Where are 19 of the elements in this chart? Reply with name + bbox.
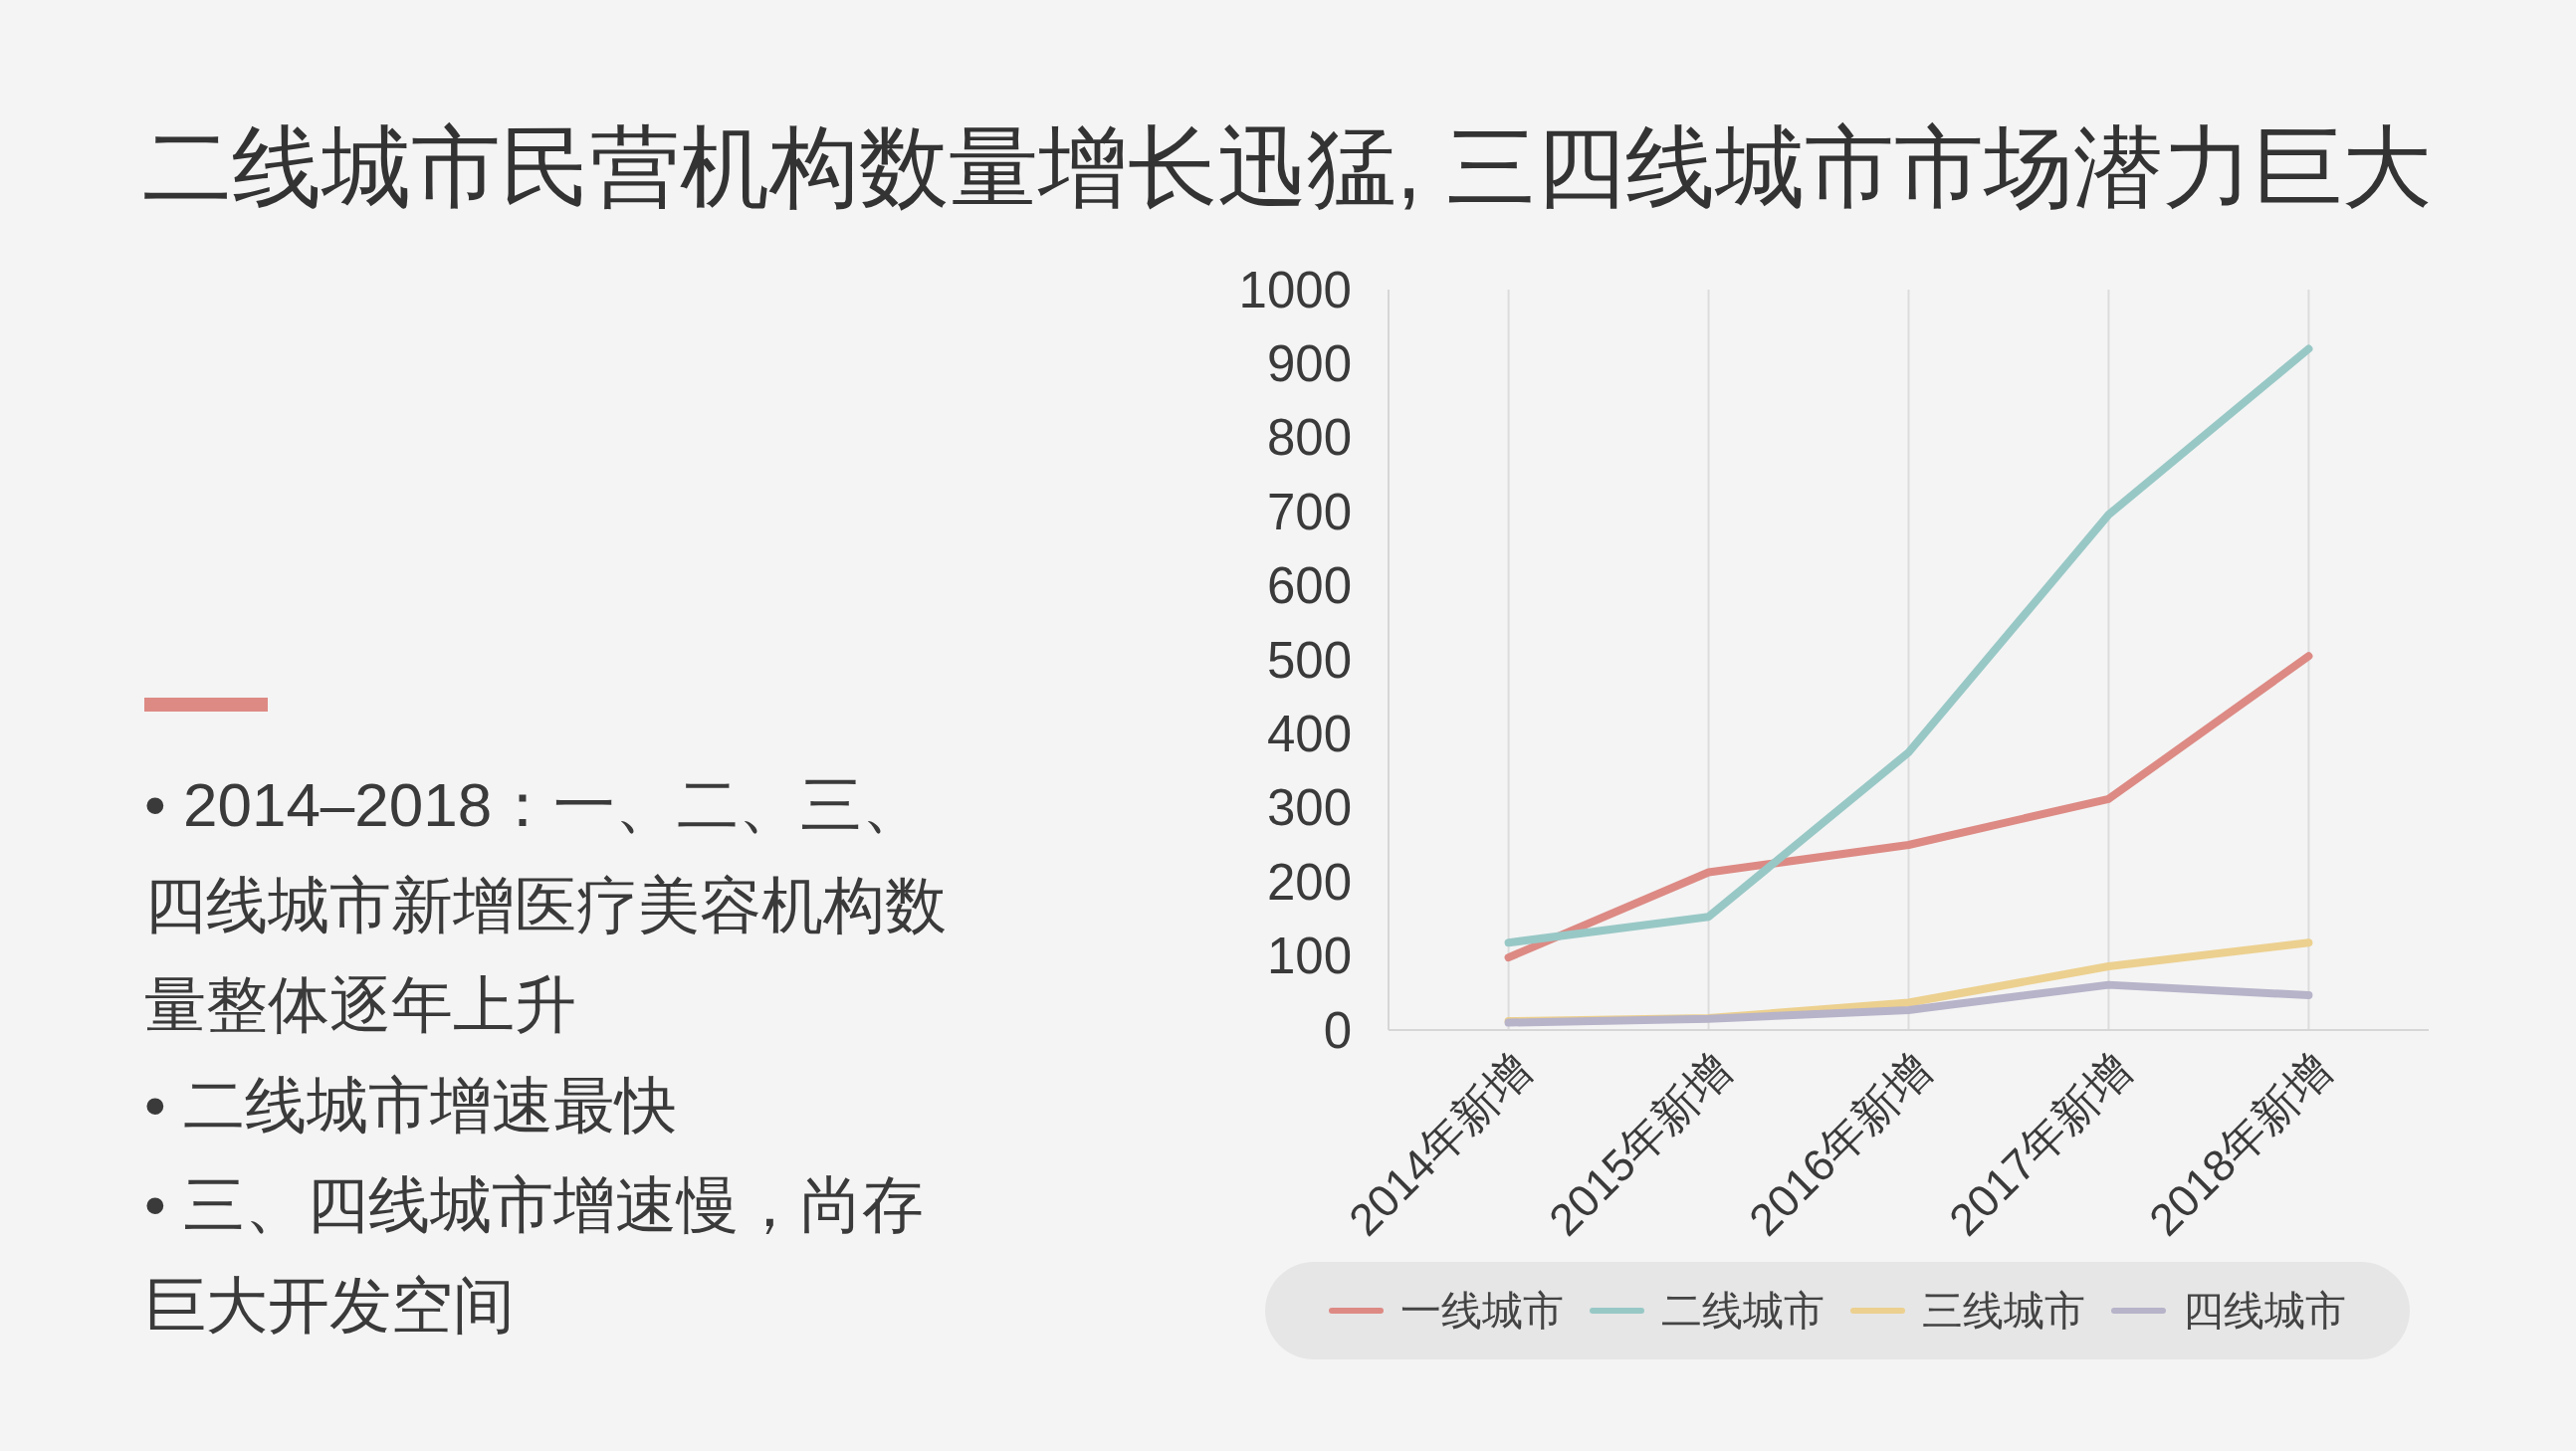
y-tick-label: 0: [1323, 1001, 1352, 1059]
y-tick-label: 400: [1266, 705, 1352, 762]
legend-label: 三线城市: [1922, 1288, 2085, 1334]
text: • 二线城市增速最快: [144, 1069, 678, 1141]
text: • 2014–2018：一、二、三、四线城市新增医疗美容机构数量整体逐年上升: [144, 769, 948, 1042]
chart-title: 二线城市民营机构数量增长迅猛, 三四线城市市场潜力巨大: [142, 117, 2433, 217]
y-tick-label: 1000: [1238, 261, 1352, 318]
y-tick-label: 500: [1266, 631, 1352, 689]
legend-label: 二线城市: [1661, 1288, 1825, 1334]
legend-label: 一线城市: [1400, 1288, 1564, 1334]
y-tick-label: 800: [1266, 409, 1352, 467]
y-tick-label: 900: [1266, 334, 1352, 392]
y-tick-label: 600: [1266, 557, 1352, 615]
text: • 三、四线城市增速慢，尚存巨大开发空间: [144, 1169, 925, 1342]
y-tick-label: 200: [1266, 853, 1352, 911]
legend-label: 四线城市: [2183, 1288, 2346, 1334]
y-tick-label: 700: [1266, 483, 1352, 540]
y-tick-label: 300: [1266, 779, 1352, 837]
y-tick-label: 100: [1266, 928, 1352, 985]
